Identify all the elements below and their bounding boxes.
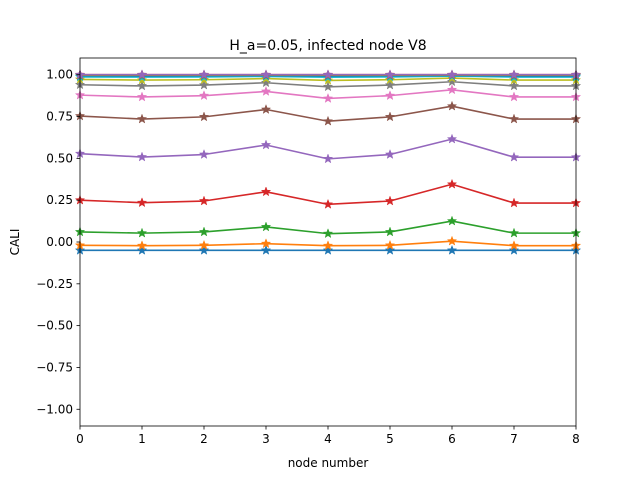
data-point [136, 227, 148, 238]
series-1 [74, 244, 582, 255]
data-point [384, 239, 396, 250]
data-point [322, 81, 334, 92]
data-point [198, 69, 210, 80]
x-tick-label: 1 [138, 432, 146, 446]
x-tick-label: 8 [572, 432, 580, 446]
x-tick-label: 4 [324, 432, 332, 446]
data-point [260, 221, 272, 232]
data-point [198, 226, 210, 237]
data-point [384, 74, 396, 85]
y-tick-label: 1.00 [46, 68, 73, 82]
y-tick-label: 0.00 [46, 235, 73, 249]
y-tick-label: 0.50 [46, 151, 73, 165]
data-point [136, 113, 148, 124]
data-point [260, 104, 272, 114]
data-point [136, 74, 148, 85]
x-tick-label: 6 [448, 432, 456, 446]
data-point [198, 149, 210, 159]
data-point [446, 76, 458, 87]
data-point [322, 153, 334, 164]
data-point [260, 139, 272, 150]
x-tick-label: 3 [262, 432, 270, 446]
data-point [508, 113, 520, 124]
data-point [322, 198, 334, 209]
data-point [322, 240, 334, 251]
data-point [384, 195, 396, 206]
data-point [198, 195, 210, 206]
data-point [198, 244, 210, 255]
data-point [260, 244, 272, 255]
data-point [260, 77, 272, 88]
data-point [322, 115, 334, 126]
data-point [384, 149, 396, 159]
x-tick-label: 0 [76, 432, 84, 446]
data-point [508, 74, 520, 85]
y-tick-label: −0.25 [36, 277, 73, 291]
data-point [446, 100, 458, 111]
y-tick-label: −0.75 [36, 360, 73, 374]
data-point [136, 80, 148, 91]
data-point [508, 80, 520, 91]
x-axis-label: node number [288, 456, 369, 470]
data-point [446, 178, 458, 189]
data-point [508, 151, 520, 162]
series-5 [74, 133, 582, 164]
data-point [322, 228, 334, 239]
y-tick-label: 0.25 [46, 193, 73, 207]
data-point [384, 244, 396, 255]
data-point [508, 91, 520, 102]
data-point [136, 151, 148, 162]
data-point [136, 197, 148, 208]
series-3 [74, 215, 582, 239]
data-point [384, 79, 396, 90]
data-point [198, 111, 210, 122]
data-point [322, 69, 334, 80]
data-point [446, 84, 458, 95]
data-point [260, 85, 272, 96]
ticks-layer: 0 1 2 3 4 5 6 7 8 −1.00 −0.75 −0.50 −0.25 0.00 0.25 0.5… [36, 68, 580, 446]
data-point [384, 226, 396, 237]
data-point [198, 90, 210, 101]
data-point [384, 90, 396, 101]
data-point [136, 69, 148, 80]
data-point [198, 74, 210, 85]
data-point [508, 69, 520, 80]
data-point [198, 79, 210, 90]
chart-title: H_a=0.05, infected node V8 [229, 38, 426, 54]
data-point [508, 244, 520, 255]
data-point [508, 197, 520, 208]
data-point [508, 227, 520, 238]
y-tick-label: 0.75 [46, 110, 73, 124]
data-point [260, 69, 272, 80]
data-point [446, 235, 458, 246]
data-point [198, 239, 210, 250]
data-point [260, 186, 272, 197]
data-point [322, 92, 334, 103]
axes-frame [79, 57, 577, 427]
y-axis-label: CALI [8, 229, 22, 256]
data-point [446, 244, 458, 255]
data-point [322, 244, 334, 255]
x-tick-label: 5 [386, 432, 394, 446]
data-point [384, 111, 396, 122]
x-tick-label: 2 [200, 432, 208, 446]
x-tick-label: 7 [510, 432, 518, 446]
series-7 [74, 84, 582, 103]
y-tick-label: −1.00 [36, 402, 73, 416]
data-point [136, 244, 148, 255]
data-point [508, 240, 520, 251]
data-point [446, 133, 458, 144]
data-point [322, 74, 334, 85]
y-tick-label: −0.50 [36, 319, 73, 333]
data-point [136, 240, 148, 251]
data-point [384, 69, 396, 80]
data-point [446, 69, 458, 80]
data-point [260, 238, 272, 249]
data-point [446, 215, 458, 226]
data-point [136, 91, 148, 102]
